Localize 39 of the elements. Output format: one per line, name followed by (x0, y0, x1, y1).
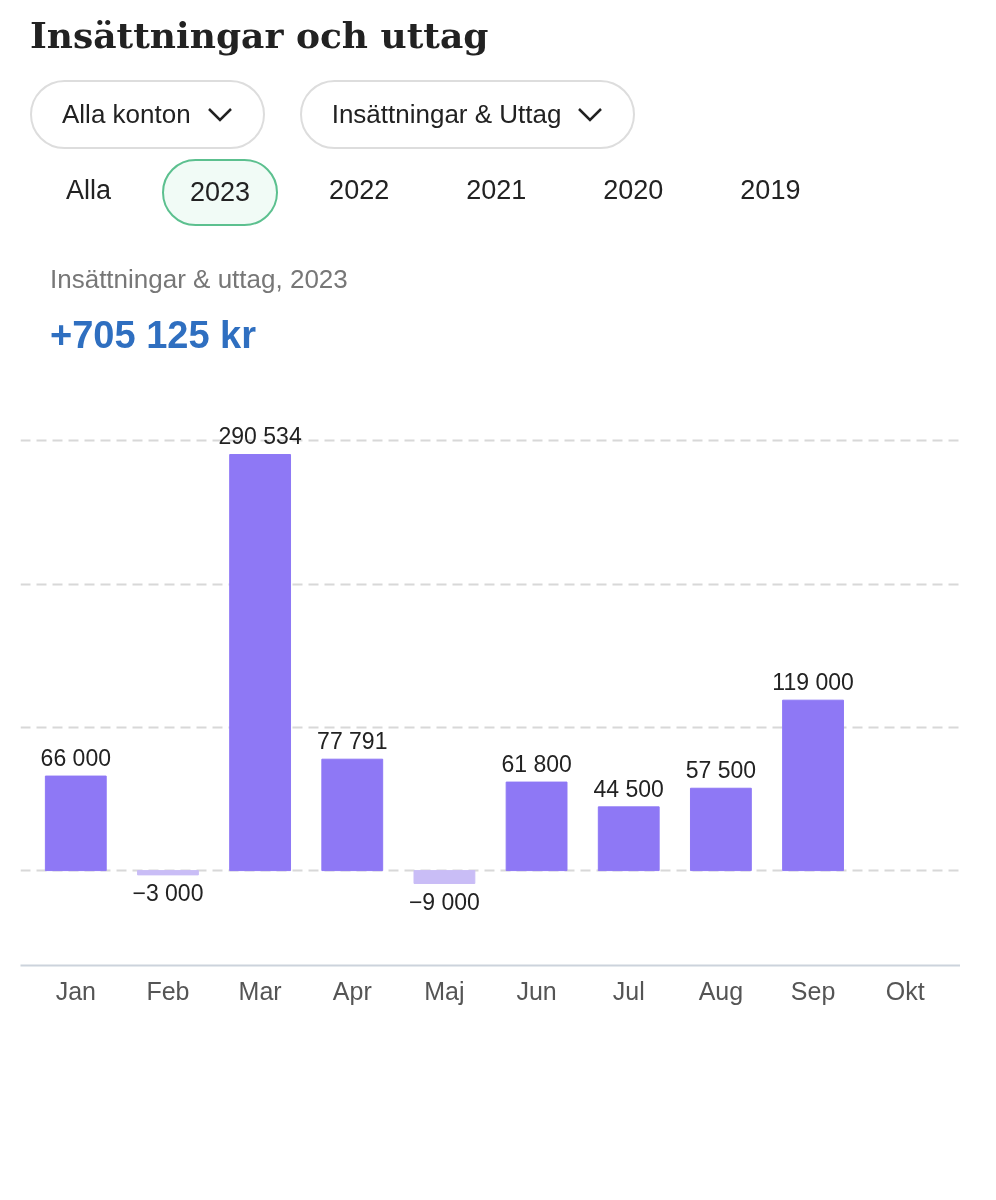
text: 2023 (190, 176, 251, 210)
x-tick-label: Sep (790, 976, 836, 1005)
data-label: 119 000 (772, 669, 854, 696)
x-tick-label: Feb (146, 976, 190, 1005)
x-tick-label: Maj (424, 976, 465, 1005)
x-tick-label: Jun (516, 976, 557, 1005)
chart-subtitle: Insättningar & uttag, 2023 (50, 262, 348, 296)
bar (137, 870, 199, 876)
x-tick-label: Okt (885, 976, 925, 1005)
data-label: −9 000 (408, 888, 480, 915)
text: 2021 (466, 174, 527, 208)
bar (782, 699, 844, 872)
data-label: 77 791 (317, 728, 388, 755)
chart-title: Insättningar och uttag (30, 13, 489, 58)
text: Alla (66, 174, 112, 208)
data-label: −3 000 (132, 880, 204, 907)
bar (229, 454, 292, 872)
text: 2022 (329, 174, 390, 208)
x-tick-label: Apr (332, 976, 372, 1005)
bar (321, 758, 384, 872)
data-label: 44 500 (593, 775, 664, 802)
bar (689, 787, 752, 872)
bar (413, 870, 476, 885)
bar (597, 806, 660, 872)
bar (44, 775, 107, 872)
x-tick-label: Jul (612, 976, 645, 1005)
data-label: 61 800 (501, 751, 572, 778)
text: 2019 (740, 174, 801, 208)
x-tick-label: Jan (55, 976, 96, 1005)
text: Alla konton (62, 98, 192, 131)
x-tick-label: Aug (698, 976, 744, 1005)
data-label: 290 534 (218, 423, 302, 450)
text: Insättningar & Uttag (331, 98, 563, 131)
data-label: 66 000 (40, 745, 111, 772)
data-label: 57 500 (685, 757, 757, 784)
x-tick-label: Mar (238, 976, 282, 1005)
text: 2020 (603, 174, 664, 208)
text: +705 125 kr (50, 312, 257, 358)
bar (505, 781, 568, 872)
